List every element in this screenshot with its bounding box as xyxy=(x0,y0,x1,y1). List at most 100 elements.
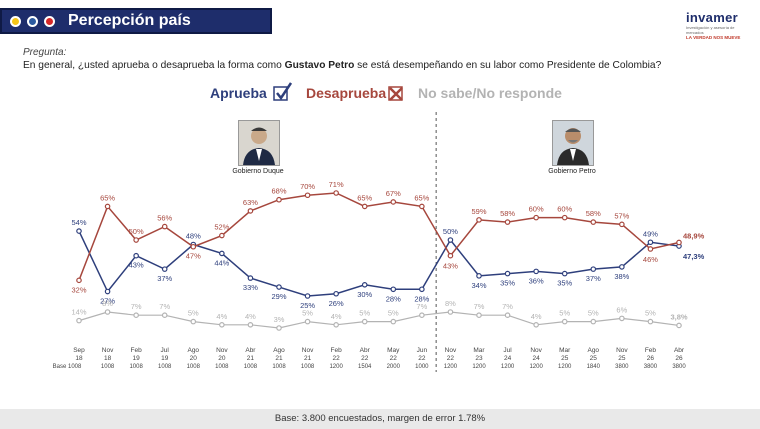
data-label: 33% xyxy=(243,283,258,292)
data-point xyxy=(476,217,482,223)
x-tick-base: 1008 xyxy=(101,364,115,370)
data-label: 58% xyxy=(500,209,515,218)
data-point xyxy=(504,312,511,319)
data-point xyxy=(533,268,539,275)
footer-text: Base: 3.800 encuestados, margen de error… xyxy=(274,413,486,424)
x-tick-year: 26 xyxy=(647,355,655,362)
series-line-0 xyxy=(78,230,680,297)
data-point xyxy=(447,252,454,259)
duque-caption: Gobierno Duque xyxy=(232,168,284,175)
data-point xyxy=(190,243,197,250)
data-label: 4% xyxy=(245,312,256,321)
x-tick-year: 25 xyxy=(590,355,598,362)
data-label: 48,9% xyxy=(683,231,705,240)
invamer-logo: invamer Investigación y asesoría de merc… xyxy=(686,10,748,40)
data-label: 38% xyxy=(614,272,629,281)
legend-dontknow: No sabe/No responde xyxy=(418,85,562,101)
x-tick-month: Ago xyxy=(273,347,285,354)
data-label: 65% xyxy=(414,193,429,202)
data-label: 5% xyxy=(645,309,656,318)
data-point xyxy=(561,214,568,221)
data-point xyxy=(333,290,339,297)
data-label: 28% xyxy=(414,294,429,303)
red-dot-icon xyxy=(44,16,55,27)
data-point xyxy=(219,250,225,257)
data-point xyxy=(504,219,511,225)
x-tick-year: 18 xyxy=(104,355,112,362)
cross-box-icon xyxy=(388,86,403,101)
x-tick-year: 21 xyxy=(275,355,283,362)
x-tick-month: Nov xyxy=(302,347,314,354)
x-tick-month: Jul xyxy=(503,347,512,354)
x-tick-base: 1200 xyxy=(558,364,572,370)
data-label: 44% xyxy=(214,258,229,267)
x-tick-base: 1008 xyxy=(215,364,229,370)
x-tick-base: 1008 xyxy=(301,364,315,370)
data-label: 29% xyxy=(271,292,286,301)
x-tick-base: 3800 xyxy=(615,364,629,370)
data-point xyxy=(133,252,139,259)
data-label: 70% xyxy=(300,182,315,191)
x-tick-year: 25 xyxy=(561,355,569,362)
data-label: 30% xyxy=(357,290,372,299)
person-icon xyxy=(239,121,279,165)
x-tick-month: Jul xyxy=(161,347,170,354)
x-tick-base: 1200 xyxy=(529,364,543,370)
data-point xyxy=(304,293,311,299)
data-label: 63% xyxy=(243,198,258,207)
data-label: 5% xyxy=(388,309,399,318)
data-label: 50% xyxy=(129,227,144,236)
data-point xyxy=(276,196,282,203)
x-tick-month: Mar xyxy=(559,347,571,354)
data-label: 5% xyxy=(302,309,313,318)
x-tick-base: 1008 xyxy=(158,364,172,370)
yellow-dot-icon xyxy=(10,16,21,27)
x-tick-month: Nov xyxy=(445,347,457,354)
data-point xyxy=(133,312,139,319)
x-tick-base: 1008 xyxy=(187,364,201,370)
x-tick-year: 24 xyxy=(504,355,512,362)
data-point xyxy=(104,288,111,295)
x-tick-base: 1200 xyxy=(329,364,343,370)
x-tick-month: May xyxy=(387,347,400,354)
data-label: 4% xyxy=(531,312,542,321)
x-tick-year: 22 xyxy=(418,355,426,362)
data-point xyxy=(533,214,539,221)
blue-dot-icon xyxy=(27,16,38,27)
x-tick-month: Ago xyxy=(187,347,199,354)
data-label: 3% xyxy=(274,315,285,324)
question-text-before: En general, ¿usted aprueba o desaprueba … xyxy=(23,60,285,71)
data-point xyxy=(676,322,682,329)
data-point xyxy=(161,223,168,230)
x-tick-year: 21 xyxy=(247,355,255,362)
x-tick-base: 2000 xyxy=(387,364,401,370)
data-label: 4% xyxy=(331,312,342,321)
approval-chart: 54% 27% 43% 37% 48% 44% 33% 29% 25% 26% 30% 28% 28% 5… xyxy=(53,112,705,372)
data-label: 5% xyxy=(559,309,570,318)
data-label: 36% xyxy=(529,276,544,285)
legend-approve: Aprueba xyxy=(210,85,267,101)
data-label: 58% xyxy=(586,209,601,218)
data-label: 25% xyxy=(300,301,315,310)
data-point xyxy=(476,273,482,279)
data-point xyxy=(590,219,597,225)
x-tick-year: 20 xyxy=(218,355,226,362)
data-point xyxy=(247,321,254,328)
series-line-1 xyxy=(78,192,680,281)
data-point xyxy=(390,286,397,293)
data-point xyxy=(476,312,482,319)
x-tick-year: 24 xyxy=(533,355,541,362)
x-tick-month: Sep xyxy=(73,347,85,354)
data-label: 14% xyxy=(71,308,86,317)
data-label: 8% xyxy=(102,299,113,308)
data-label: 65% xyxy=(357,193,372,202)
data-label: 34% xyxy=(471,281,486,290)
logo-tag: LA VERDAD NOS MUEVE xyxy=(686,35,741,40)
data-label: 68% xyxy=(271,187,286,196)
petro-photo xyxy=(552,120,594,166)
x-tick-base: 1840 xyxy=(587,364,601,370)
data-point xyxy=(161,312,168,319)
data-point xyxy=(390,318,397,325)
footer-bar: Base: 3.800 encuestados, margen de error… xyxy=(0,409,760,429)
x-tick-base: 1008 xyxy=(129,364,143,370)
